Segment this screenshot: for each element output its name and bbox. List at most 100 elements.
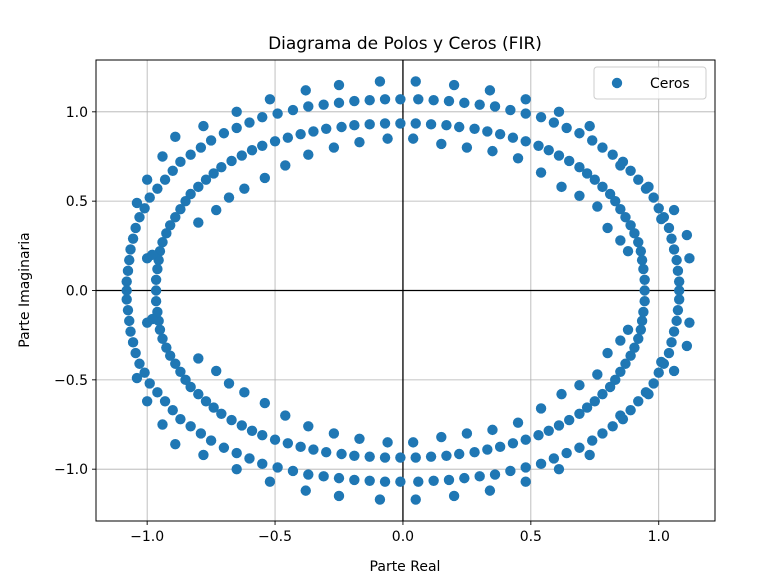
zero-point (589, 396, 600, 407)
zero-point (218, 442, 230, 453)
zero-point (461, 142, 473, 153)
zero-point (259, 397, 271, 409)
legend-marker (611, 77, 623, 89)
zero-point (379, 118, 391, 129)
zero-point (282, 132, 294, 143)
zero-point (336, 121, 347, 133)
legend-label-ceros: Ceros (650, 76, 690, 92)
zero-point (543, 425, 554, 436)
zero-point (581, 402, 593, 413)
zero-point (454, 448, 465, 460)
zero-point (124, 315, 135, 327)
zero-point (141, 396, 153, 407)
zero-point (264, 476, 276, 487)
zero-point (610, 374, 621, 386)
zero-point (597, 428, 608, 439)
zero-point (300, 485, 311, 496)
x-axis-title: Parte Real (370, 559, 441, 575)
zero-point (548, 453, 560, 464)
zero-point (328, 142, 340, 153)
zero-point (303, 421, 314, 432)
zero-point (321, 447, 332, 458)
zero-point (303, 469, 314, 480)
zero-point (287, 465, 299, 477)
zero-point (681, 340, 693, 352)
zero-point (592, 369, 603, 380)
zero-point (144, 378, 155, 389)
zero-point (295, 441, 306, 453)
zero-point (239, 183, 250, 194)
zero-point (413, 94, 424, 105)
zero-point (459, 472, 470, 484)
zero-point (413, 476, 424, 487)
zero-point (520, 462, 531, 473)
zero-point (615, 335, 626, 346)
zero-point (520, 136, 531, 147)
zero-point (505, 465, 516, 477)
zero-point (125, 244, 136, 255)
zero-point (410, 118, 421, 129)
zero-point (167, 165, 178, 176)
zero-point (139, 367, 150, 378)
legend: Ceros (593, 66, 707, 100)
zero-point (185, 421, 196, 432)
zero-point (333, 490, 345, 502)
zero-point (610, 195, 621, 207)
zero-point (487, 424, 498, 436)
zero-point (318, 471, 329, 482)
zero-point (520, 476, 531, 487)
zero-point (122, 265, 134, 277)
zero-point (124, 254, 135, 266)
zero-point (354, 433, 365, 445)
zero-point (134, 212, 145, 223)
zero-point (236, 420, 247, 431)
zero-point (333, 472, 345, 484)
zero-point (535, 403, 547, 414)
zero-point (395, 118, 406, 129)
zero-point (633, 174, 644, 185)
zero-point (223, 192, 235, 203)
x-tick-label: −1.0 (130, 529, 164, 545)
zero-point (223, 378, 235, 389)
zero-point (364, 475, 375, 486)
zero-point (548, 117, 560, 128)
zero-point (639, 274, 650, 285)
zero-point (152, 263, 163, 275)
zero-point (535, 167, 547, 178)
zero-point (448, 79, 460, 91)
zero-point (666, 337, 677, 348)
zero-point (625, 405, 636, 416)
zero-point (597, 388, 608, 400)
zero-point (333, 79, 345, 91)
zero-point (280, 410, 291, 421)
zero-point (589, 174, 600, 185)
zero-point (208, 402, 219, 413)
zero-point (625, 220, 636, 231)
zero-point (482, 444, 493, 455)
zero-point (436, 431, 447, 443)
zero-point (533, 430, 544, 441)
zero-point (410, 452, 421, 463)
zero-point (507, 132, 519, 143)
y-tick-label: 0.5 (66, 194, 88, 210)
zero-point (150, 285, 162, 296)
zero-point (635, 324, 647, 336)
zero-point (211, 365, 222, 377)
zero-point (639, 296, 650, 307)
zero-point (193, 181, 204, 193)
zero-point (469, 447, 480, 458)
zero-point (592, 201, 603, 212)
zero-point (533, 140, 544, 151)
zero-point (425, 451, 437, 462)
zero-point (553, 420, 565, 431)
zero-point (607, 421, 618, 432)
zero-point (300, 85, 311, 96)
zero-point (663, 347, 675, 359)
zero-point (635, 245, 647, 257)
zero-point (505, 104, 516, 116)
zero-point (668, 365, 680, 377)
zero-point (349, 120, 360, 131)
zero-point (448, 490, 460, 502)
zero-point (673, 294, 685, 305)
zero-point (364, 95, 375, 106)
